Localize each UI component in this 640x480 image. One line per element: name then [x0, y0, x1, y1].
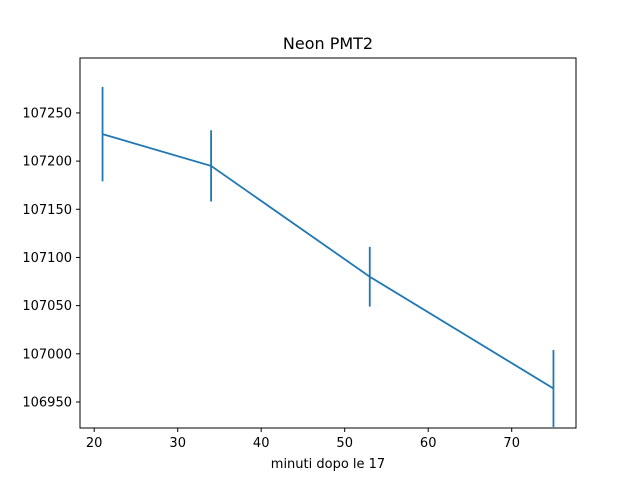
y-tick-label: 107000 [22, 347, 72, 362]
x-tick-label: 50 [336, 436, 353, 451]
x-tick-label: 30 [169, 436, 186, 451]
y-tick-label: 107150 [22, 203, 72, 218]
y-tick-label: 107250 [22, 106, 72, 121]
y-tick-label: 107100 [22, 251, 72, 266]
series-line [102, 133, 554, 390]
x-tick-label: 40 [253, 436, 270, 451]
y-tick-label: 107050 [22, 299, 72, 314]
x-axis-label: minuti dopo le 17 [271, 457, 385, 472]
x-tick-label: 20 [86, 436, 103, 451]
plot-area-frame [79, 57, 577, 429]
y-tick-label: 106950 [22, 395, 72, 410]
y-axis: 106950 107000 107050 107100 107150 107200 1072… [22, 106, 80, 410]
y-tick-label: 107200 [22, 155, 72, 170]
x-axis: 20 30 40 50 60 70 [86, 428, 520, 451]
x-tick-label: 60 [420, 436, 437, 451]
chart-title: Neon PMT2 [283, 34, 373, 53]
x-tick-label: 70 [503, 436, 520, 451]
series-group [101, 86, 555, 428]
